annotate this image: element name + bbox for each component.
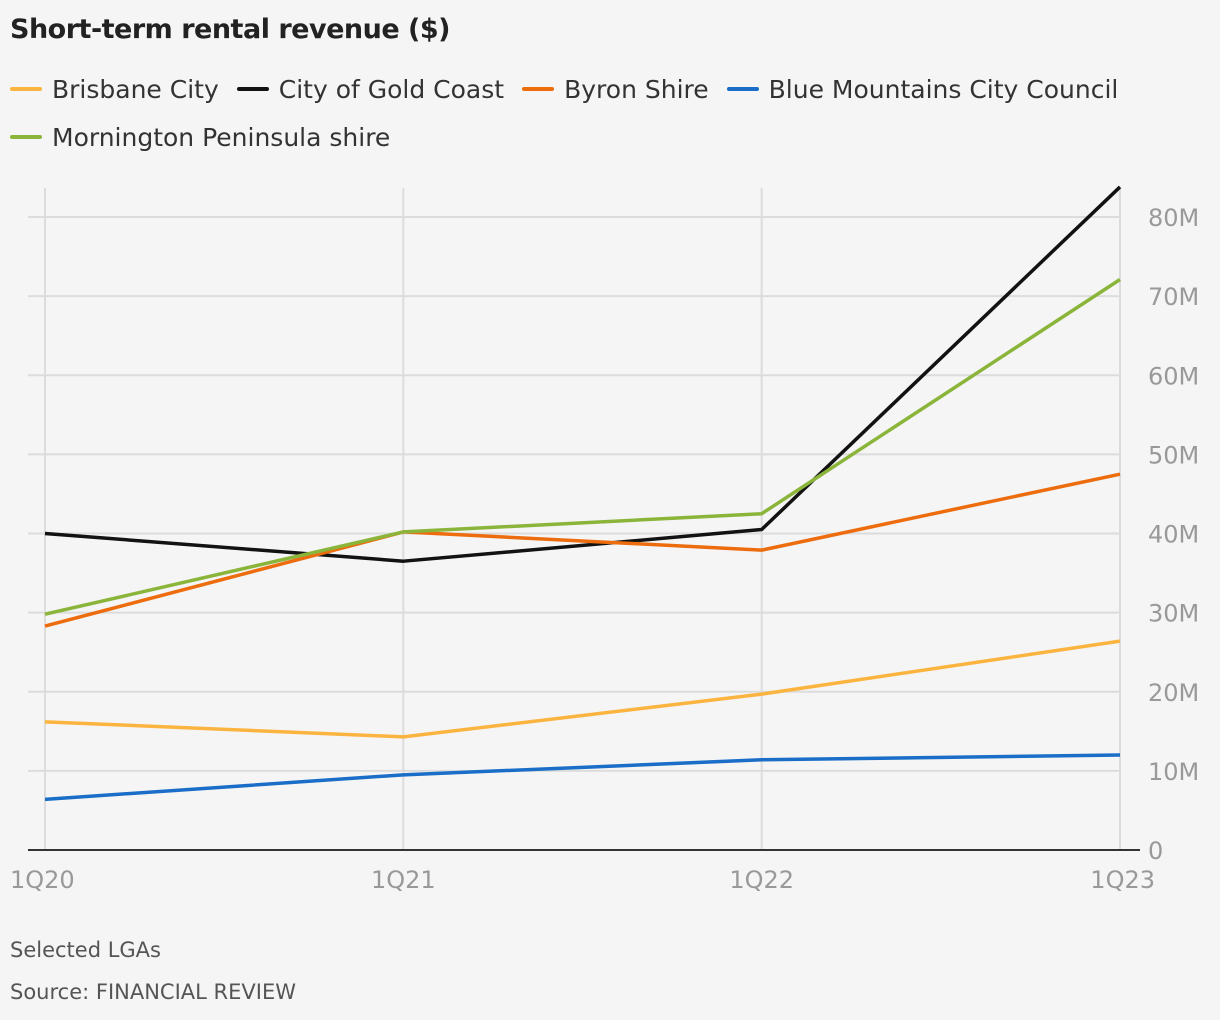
y-tick-label: 20M bbox=[1148, 679, 1199, 707]
x-tick-label: 1Q21 bbox=[371, 866, 436, 894]
legend-item: Mornington Peninsula shire bbox=[10, 122, 390, 152]
source-note: Source: FINANCIAL REVIEW bbox=[10, 980, 296, 1004]
legend-item: Byron Shire bbox=[522, 74, 709, 104]
y-tick-label: 0 bbox=[1148, 837, 1163, 865]
y-tick-label: 30M bbox=[1148, 600, 1199, 628]
series-line bbox=[44, 753, 1121, 802]
series-line bbox=[44, 472, 1121, 628]
x-tick-label: 1Q22 bbox=[729, 866, 794, 894]
chart-subtitle: Selected LGAs bbox=[10, 938, 161, 962]
series-line bbox=[44, 639, 1121, 739]
legend-label: City of Gold Coast bbox=[278, 74, 505, 104]
series-line bbox=[44, 185, 1122, 563]
y-tick-label: 70M bbox=[1148, 283, 1199, 311]
legend: Brisbane City City of Gold Coast Byron Shi… bbox=[10, 74, 1210, 152]
y-tick-label: 10M bbox=[1148, 758, 1199, 786]
legend-swatch bbox=[10, 135, 42, 139]
legend-swatch bbox=[236, 87, 269, 91]
legend-swatch bbox=[10, 87, 42, 91]
y-tick-label: 60M bbox=[1148, 362, 1199, 390]
legend-label: Blue Mountains City Council bbox=[768, 74, 1119, 104]
legend-label: Brisbane City bbox=[52, 74, 219, 104]
y-tick-label: 50M bbox=[1148, 441, 1199, 469]
y-tick-label: 40M bbox=[1148, 521, 1199, 549]
legend-item: Blue Mountains City Council bbox=[726, 74, 1119, 104]
x-tick-label: 1Q23 bbox=[1090, 866, 1155, 894]
x-tick-label: 1Q20 bbox=[10, 866, 75, 894]
legend-item: City of Gold Coast bbox=[236, 74, 505, 104]
chart-title: Short-term rental revenue ($) bbox=[10, 14, 451, 45]
legend-item: Brisbane City bbox=[10, 74, 219, 104]
legend-label: Byron Shire bbox=[564, 74, 709, 104]
y-tick-label: 80M bbox=[1148, 204, 1199, 232]
legend-swatch bbox=[726, 87, 759, 91]
series-line bbox=[44, 278, 1121, 616]
legend-label: Mornington Peninsula shire bbox=[52, 122, 391, 152]
legend-swatch bbox=[522, 87, 555, 91]
